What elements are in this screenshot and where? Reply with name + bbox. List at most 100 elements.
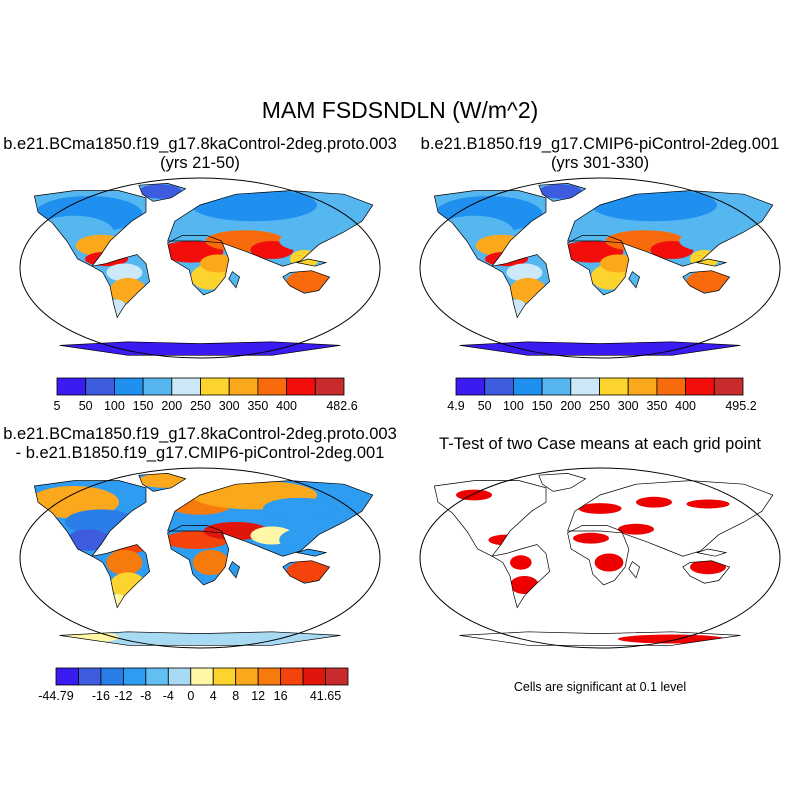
panel2-title-line2: (yrs 301-330) [550,154,650,172]
p3-colorbar-box [78,667,102,686]
p1-field-cell [47,340,353,356]
p3-field-cell [106,549,143,576]
p1-field-cell [110,277,146,304]
p2-colorbar-box [656,377,687,396]
p1-colorbar-label: 100 [104,399,125,413]
p3-colorbar-label: 8 [232,689,239,703]
p3-coastline [33,480,147,557]
p2-field-cell [591,188,717,222]
p1-colorbar-box [228,377,259,396]
p3-coastline [91,544,150,609]
p3-colorbar-label: -12 [114,689,132,703]
p4-field-cell [690,559,726,575]
p3-colorbar-label: 16 [274,689,288,703]
panel1-title-line1: b.e21.BCma1850.f19_g17.8kaControl-2deg.p… [3,135,397,153]
p1-coastline [282,270,331,294]
p3-coastline [228,561,241,579]
p1-field-cell [200,254,236,273]
p3-coastline [167,525,230,586]
p2-coastline [567,235,630,296]
p4-field-cell [510,576,539,594]
p2-colorbar-box [484,377,514,396]
p1-colorbar-box [171,377,201,396]
significance-note: Cells are significant at 0.1 level [513,680,687,694]
p3-colorbar-label: 0 [187,689,194,703]
p2-colorbar-label: 400 [675,399,696,413]
p2-colorbar-label: 300 [618,399,639,413]
p4-coastline [695,548,728,557]
panel3-title-line1: b.e21.BCma1850.f19_g17.8kaControl-2deg.p… [3,425,397,443]
p1-coastline [167,235,230,296]
p1-colorbar-box [114,377,144,396]
p3-colorbar-label: 4 [210,689,217,703]
p1-coastline [91,254,150,319]
panel3-title-line2: - b.e21.B1850.f19_g17.CMIP6-piControl-2d… [15,444,385,462]
p2-coastline [459,341,741,356]
p2-coastline [538,183,587,202]
p2-field-cell [600,254,636,273]
p2-colorbar-label: 100 [503,399,524,413]
p3-colorbar-box [122,667,147,686]
p2-colorbar-box [627,377,658,396]
p2-colorbar-box [570,377,600,396]
p2-coastline [628,271,641,289]
p2-colorbar-label: 4.9 [447,399,464,413]
p2-colorbar-box [513,377,543,396]
p3-coastline [138,473,187,492]
p4-coastline [433,480,547,557]
p3-colorbar-box [145,667,169,686]
p3-colorbar-label: -8 [140,689,151,703]
p3-colorbar-box [280,667,304,686]
p4-coastline [538,473,587,492]
p3-colorbar-box [325,667,349,686]
p3-field-cell [192,549,229,576]
p1-field-cell [108,299,127,318]
p3-map [19,467,381,649]
p3-colorbar-box [212,667,237,686]
p2-field-cell [686,270,730,293]
p3-coastline [59,631,341,646]
p2-field-cell [508,299,527,318]
p3-colorbar-box [167,667,192,686]
p2-coastline [682,270,731,294]
p1-colorbar-box [142,377,173,396]
p3-field-cell [65,509,137,535]
p3-coastline [167,480,374,557]
p1-coastline [59,341,341,356]
panel2-title-line1: b.e21.B1850.f19_g17.CMIP6-piControl-2deg… [420,135,780,153]
p4-map [419,467,781,649]
p2-coastline [491,254,550,319]
p1-field-cell [106,263,143,282]
panel4-title: T-Test of two Case means at each grid po… [400,435,800,454]
p3-colorbar-box [235,667,259,686]
p1-colorbar-box [85,377,115,396]
p3-colorbar-box [100,667,124,686]
p1-colorbar-label: 482.6 [326,399,357,413]
p4-coastline [567,480,774,557]
p4-land-fill [456,489,770,644]
p3-coastline [282,560,331,584]
p1-coastline [138,183,187,202]
p1-colorbar-label: 5 [54,399,61,413]
p3-field-cell [263,497,335,520]
p2-field-cell [690,250,719,268]
p3-colorbar-label: -44.79 [38,689,73,703]
p4-field-cell [686,499,730,509]
p2-colorbar-box [455,377,486,396]
p4-coastline [459,631,741,646]
p4-globe-outline [419,467,781,649]
p1-field-cell [191,188,317,222]
p3-colorbar-box [190,667,214,686]
p2-globe-outline [419,177,781,359]
p3-field-cell [66,529,110,551]
p1-colorbar-box [314,377,345,396]
p4-field-cell [510,555,532,570]
p3-colorbar-label: 41.65 [310,689,341,703]
p2-colorbar-box [713,377,744,396]
p1-field-cell [138,184,182,199]
p2-field-cell [447,340,753,356]
p2-field-cell [679,230,744,252]
p3-coastline [295,548,328,557]
p4-coastline [567,525,630,586]
p1-colorbar-box [56,377,87,396]
